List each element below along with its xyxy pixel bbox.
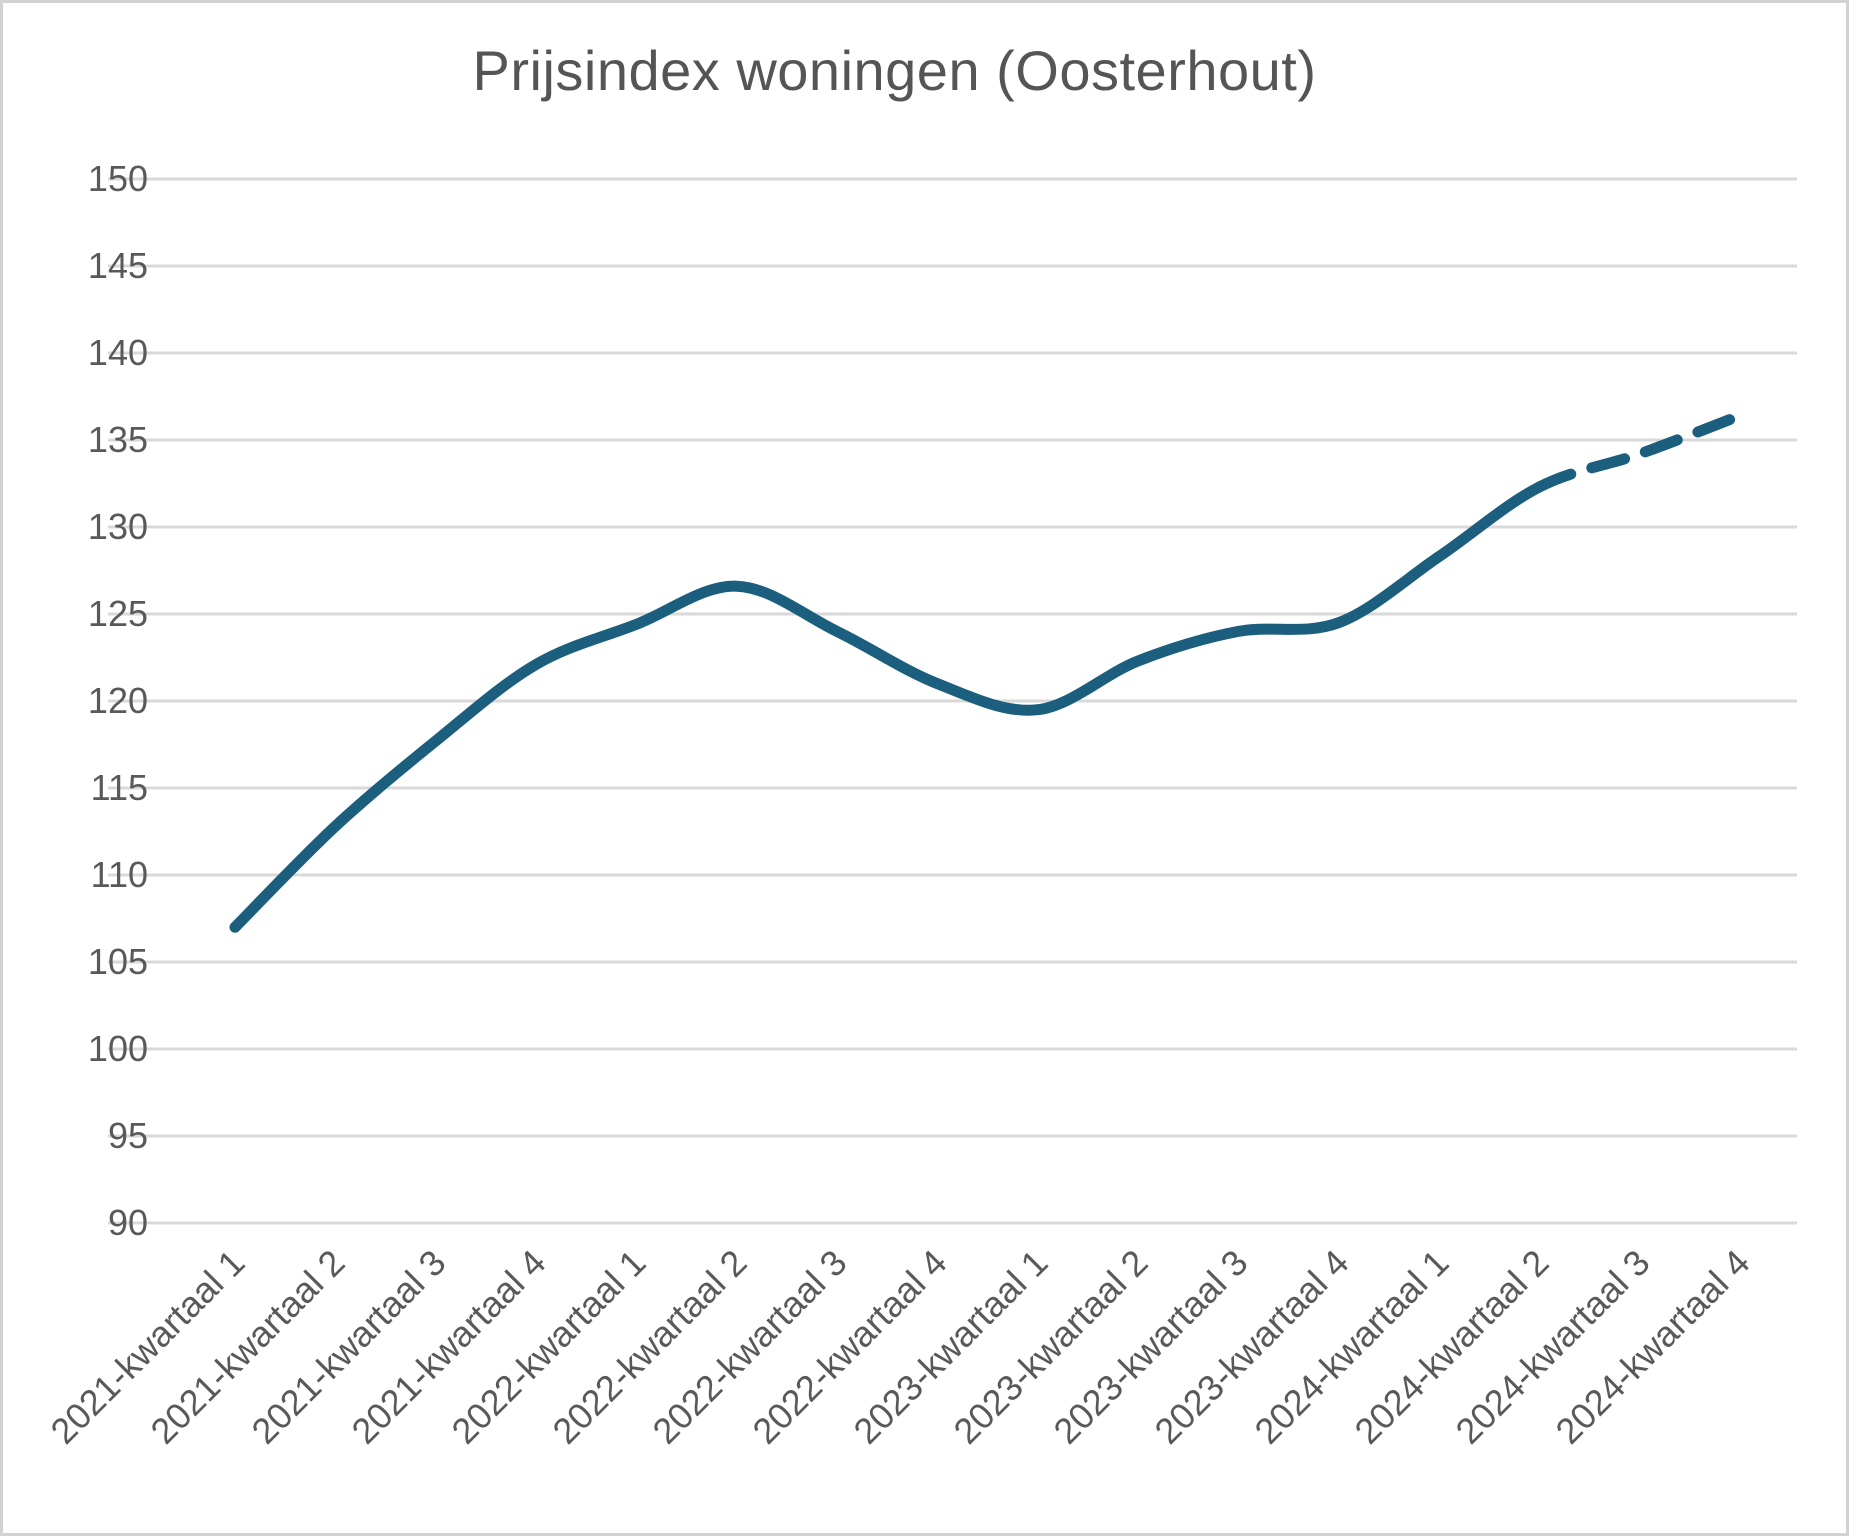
series-lines	[229, 410, 1746, 933]
y-tick-label: 150	[87, 158, 148, 199]
y-tick-label: 120	[87, 680, 148, 721]
y-tick-label: 145	[87, 245, 148, 286]
price-index-line-solid	[229, 481, 1545, 933]
y-tick-label: 110	[90, 854, 148, 895]
y-tick-label: 100	[87, 1028, 148, 1069]
y-tick-label: 130	[87, 506, 148, 547]
y-tick-label: 105	[87, 941, 148, 982]
y-tick-label: 95	[107, 1115, 148, 1156]
y-tick-label: 140	[87, 332, 148, 373]
y-tick-label: 135	[87, 419, 148, 460]
price-index-line-forecast	[1533, 410, 1746, 493]
chart-title: Prijsindex woningen (Oosterhout)	[472, 39, 1317, 102]
y-tick-label: 115	[90, 767, 148, 808]
y-tick-label: 125	[87, 593, 148, 634]
y-tick-label: 90	[107, 1202, 148, 1243]
gridlines	[108, 177, 1797, 1225]
